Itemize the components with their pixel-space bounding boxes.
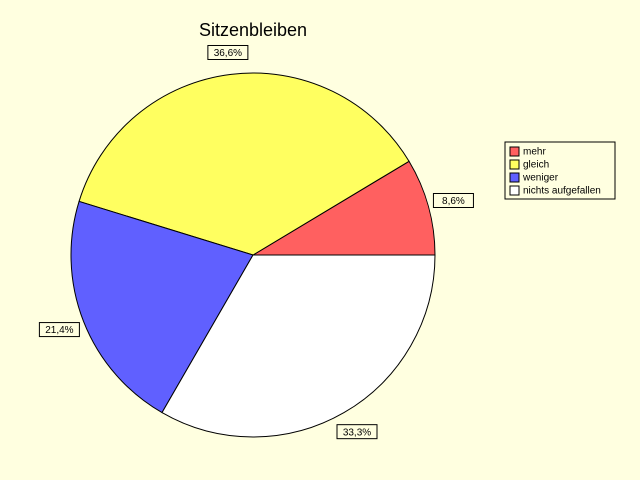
data-label: 8,6% [442, 196, 465, 207]
legend-label: nichts aufgefallen [523, 186, 601, 197]
data-label: 21,4% [45, 325, 73, 336]
legend-box [504, 141, 616, 200]
label-box [38, 322, 80, 338]
legend-swatch [509, 172, 520, 183]
legend-label: gleich [523, 160, 549, 171]
pie-slice [70, 200, 254, 414]
legend-label: weniger [522, 173, 559, 184]
legend-swatch [509, 146, 520, 157]
legend-label: mehr [523, 147, 546, 158]
pie-slice [78, 72, 410, 256]
label-box [207, 44, 249, 60]
pie-slice [251, 160, 436, 256]
legend-swatch [509, 185, 520, 196]
label-box [336, 424, 378, 440]
data-label: 36,6% [214, 48, 242, 59]
data-label: 33,3% [343, 427, 371, 438]
chart-title: Sitzenbleiben [199, 20, 307, 40]
legend-swatch [509, 159, 520, 170]
label-box [432, 192, 474, 208]
pie-slice [161, 254, 436, 438]
